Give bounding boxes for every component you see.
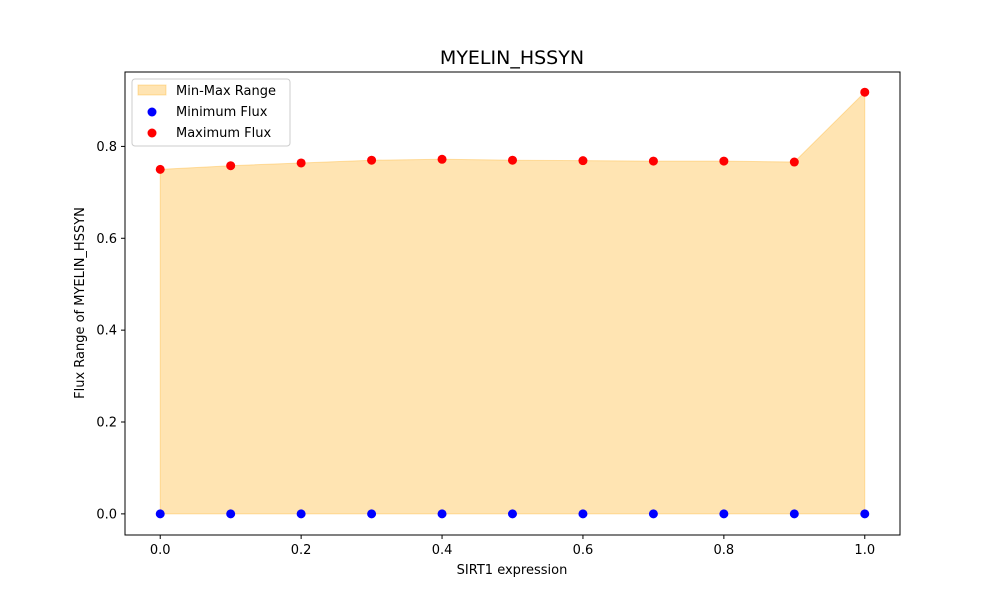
maximum-flux-point — [226, 161, 236, 171]
axes-frame — [124, 71, 901, 536]
maximum-flux-point — [578, 156, 588, 166]
minimum-flux-point — [719, 509, 729, 519]
legend-marker-maximum-flux — [147, 128, 157, 138]
chart-title: MYELIN_HSSYN — [440, 47, 584, 69]
x-tick-label: 0.8 — [714, 543, 735, 558]
legend: Min-Max Range Minimum Flux Maximum Flux — [131, 78, 291, 147]
y-tick-label: 0.4 — [96, 324, 117, 339]
y-axis-label: Flux Range of MYELIN_HSSYN — [73, 207, 88, 399]
maximum-flux-point — [437, 154, 447, 164]
x-tick-label: 1.0 — [854, 543, 875, 558]
minimum-flux-point — [860, 509, 870, 519]
x-tick-label: 0.0 — [150, 543, 171, 558]
maximum-flux-point — [508, 155, 517, 165]
minimum-flux-point — [226, 509, 236, 519]
minimum-flux-point — [437, 509, 447, 519]
x-tick-label: 0.4 — [432, 543, 453, 558]
maximum-flux-point — [860, 87, 870, 97]
y-tick-label: 0.0 — [96, 507, 117, 522]
minimum-flux-point — [508, 509, 517, 519]
minimum-flux-point — [789, 509, 799, 519]
minimum-flux-point — [367, 509, 377, 519]
legend-label-maximum-flux: Maximum Flux — [176, 126, 272, 141]
maximum-flux-point — [296, 158, 306, 168]
maximum-flux-point — [789, 157, 799, 167]
y-tick-label: 0.8 — [96, 140, 117, 155]
minimum-flux-point — [648, 509, 658, 519]
legend-box — [131, 78, 291, 147]
plot-area: 0.0 0.2 0.4 0.6 0.8 1.0 0.0 0.2 0.4 0.6 0.8 — [96, 71, 901, 558]
legend-marker-minimum-flux — [147, 107, 157, 117]
legend-swatch-range — [137, 84, 167, 96]
minimum-flux-point — [296, 509, 306, 519]
x-axis-label: SIRT1 expression — [457, 563, 568, 578]
y-tick-label: 0.6 — [96, 232, 117, 247]
minimum-flux-point — [155, 509, 165, 519]
maximum-flux-point — [719, 156, 729, 166]
x-tick-label: 0.6 — [573, 543, 594, 558]
y-tick-label: 0.2 — [96, 416, 117, 431]
x-tick-label: 0.2 — [291, 543, 312, 558]
legend-label-range: Min-Max Range — [176, 84, 276, 99]
legend-label-minimum-flux: Minimum Flux — [176, 105, 268, 120]
minimum-flux-point — [578, 509, 588, 519]
maximum-flux-point — [155, 164, 165, 174]
maximum-flux-point — [648, 156, 658, 166]
maximum-flux-point — [367, 155, 377, 165]
